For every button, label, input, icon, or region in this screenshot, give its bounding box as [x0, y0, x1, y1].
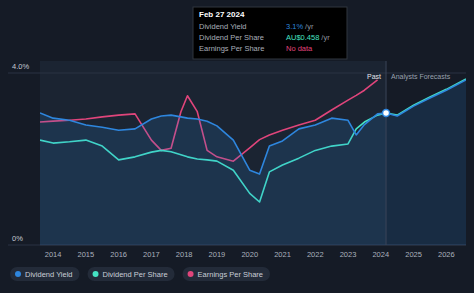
tooltip-value-line: AU$0.458/yr: [286, 33, 330, 42]
tooltip-label: Earnings Per Share: [199, 44, 264, 53]
annotation: Past: [367, 73, 381, 80]
legend-label: Dividend Per Share: [103, 270, 168, 279]
tooltip-value: 3.1%: [286, 22, 303, 31]
x-tick-label: 2024: [372, 250, 389, 259]
x-tick-label: 2023: [340, 250, 357, 259]
plot-area: [40, 79, 466, 245]
legend-item: Earnings Per Share: [183, 267, 270, 281]
legend-swatch: [93, 271, 99, 277]
tooltip-label: Dividend Per Share: [199, 33, 264, 42]
background: [0, 0, 474, 293]
x-tick-label: 2014: [45, 250, 62, 259]
tooltip-label: Dividend Yield: [199, 22, 247, 31]
tooltip-value: AU$0.458: [286, 33, 319, 42]
x-tick-label: 2025: [405, 250, 422, 259]
legend-item: Dividend Yield: [10, 267, 80, 281]
x-tick-label: 2018: [176, 250, 193, 259]
tooltip-suffix: /yr: [321, 33, 330, 42]
tooltip-value-line: No data: [286, 44, 313, 53]
y-tick-label: 0%: [12, 234, 23, 243]
legend-label: Earnings Per Share: [198, 270, 263, 279]
tooltip: Feb 27 2024Dividend Yield3.1%/yrDividend…: [193, 7, 347, 59]
past-divider: [386, 61, 387, 245]
chart: 0% 4.0% 2014 2015 2016 2017 2018 2019 2020 2021 20…: [0, 0, 474, 293]
x-tick-label: 2015: [78, 250, 95, 259]
legend-pill: [88, 267, 175, 281]
x-tick-label: 2022: [307, 250, 324, 259]
tooltip-value-line: 3.1%/yr: [286, 22, 314, 31]
tooltip-value: No data: [286, 44, 313, 53]
legend-swatch: [15, 271, 21, 277]
x-tick-label: 2021: [274, 250, 291, 259]
legend-swatch: [188, 271, 194, 277]
legend-label: Dividend Yield: [25, 270, 73, 279]
tooltip-box: [193, 7, 347, 59]
hover-marker: [383, 109, 390, 116]
legend-pill: [183, 267, 270, 281]
x-tick-label: 2020: [241, 250, 258, 259]
x-tick-label: 2016: [110, 250, 127, 259]
x-tick-label: 2017: [143, 250, 160, 259]
tooltip-suffix: /yr: [305, 22, 314, 31]
x-tick-label: 2026: [438, 250, 455, 259]
legend-pill: [10, 267, 80, 281]
series-line: [40, 80, 466, 174]
legend-item: Dividend Per Share: [88, 267, 175, 281]
y-tick-label: 4.0%: [12, 62, 29, 71]
series-area: [40, 80, 466, 245]
annotation: Analysts Forecasts: [391, 73, 451, 81]
tooltip-title: Feb 27 2024: [199, 10, 245, 19]
x-tick-label: 2019: [209, 250, 226, 259]
